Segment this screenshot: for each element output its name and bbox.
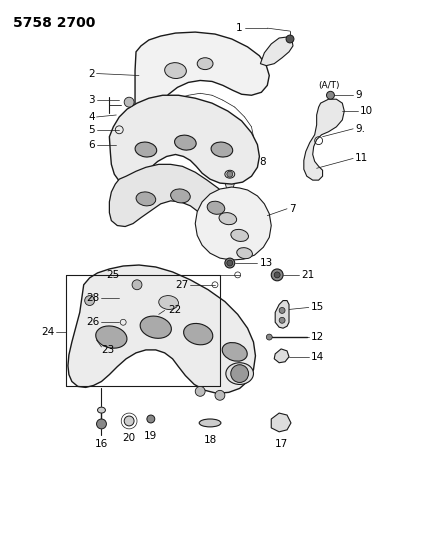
- Text: 8: 8: [259, 157, 266, 167]
- Text: 1: 1: [236, 23, 243, 33]
- Ellipse shape: [225, 170, 235, 178]
- Ellipse shape: [98, 407, 105, 413]
- Ellipse shape: [211, 142, 233, 157]
- Text: 15: 15: [311, 302, 324, 312]
- Text: 9: 9: [355, 90, 362, 100]
- Circle shape: [279, 317, 285, 323]
- Circle shape: [195, 386, 205, 397]
- Polygon shape: [195, 187, 271, 260]
- Circle shape: [274, 272, 280, 278]
- Text: 24: 24: [41, 327, 54, 337]
- Ellipse shape: [159, 296, 178, 310]
- Circle shape: [286, 35, 294, 43]
- Circle shape: [231, 365, 249, 383]
- Polygon shape: [110, 95, 259, 185]
- Text: 5: 5: [88, 125, 95, 135]
- Ellipse shape: [175, 135, 196, 150]
- Text: 19: 19: [144, 431, 158, 441]
- Text: 18: 18: [203, 435, 217, 445]
- Circle shape: [266, 334, 272, 340]
- Ellipse shape: [237, 248, 253, 259]
- Ellipse shape: [96, 326, 127, 348]
- Ellipse shape: [136, 192, 156, 206]
- Circle shape: [225, 258, 235, 268]
- Polygon shape: [271, 413, 291, 432]
- Ellipse shape: [197, 58, 213, 70]
- Circle shape: [271, 269, 283, 281]
- Text: 21: 21: [301, 270, 314, 280]
- Polygon shape: [274, 349, 289, 363]
- Text: 12: 12: [311, 332, 324, 342]
- Text: 6: 6: [88, 140, 95, 150]
- Circle shape: [85, 296, 95, 305]
- Text: 22: 22: [169, 305, 182, 316]
- Text: 17: 17: [274, 439, 288, 449]
- Circle shape: [227, 171, 233, 177]
- Ellipse shape: [199, 419, 221, 427]
- Ellipse shape: [171, 189, 190, 203]
- Polygon shape: [224, 179, 236, 189]
- Text: 7: 7: [289, 204, 296, 214]
- Circle shape: [279, 308, 285, 313]
- Text: 27: 27: [175, 280, 188, 290]
- Ellipse shape: [219, 213, 237, 225]
- Polygon shape: [304, 99, 344, 180]
- Text: 3: 3: [88, 95, 95, 105]
- Text: 2: 2: [88, 69, 95, 78]
- Circle shape: [327, 91, 334, 99]
- Text: 5758 2700: 5758 2700: [13, 17, 95, 30]
- Polygon shape: [260, 37, 293, 66]
- Polygon shape: [275, 301, 289, 328]
- Ellipse shape: [135, 142, 157, 157]
- Polygon shape: [68, 265, 256, 393]
- Text: (A/T): (A/T): [318, 81, 340, 90]
- Ellipse shape: [226, 363, 253, 384]
- Circle shape: [124, 97, 134, 107]
- Text: 20: 20: [122, 433, 136, 443]
- Text: 9.: 9.: [355, 124, 365, 134]
- Polygon shape: [110, 164, 236, 227]
- Circle shape: [227, 260, 233, 266]
- Ellipse shape: [207, 201, 225, 214]
- Circle shape: [132, 280, 142, 290]
- Text: 11: 11: [355, 154, 369, 164]
- Ellipse shape: [231, 229, 249, 241]
- Text: 26: 26: [86, 317, 99, 327]
- Ellipse shape: [140, 316, 171, 338]
- Ellipse shape: [184, 324, 213, 345]
- Text: 10: 10: [360, 106, 373, 116]
- Circle shape: [97, 419, 107, 429]
- Ellipse shape: [222, 343, 247, 361]
- Text: 23: 23: [101, 345, 115, 355]
- Text: 28: 28: [86, 293, 99, 303]
- Circle shape: [124, 416, 134, 426]
- Text: 16: 16: [95, 439, 108, 449]
- Circle shape: [147, 415, 155, 423]
- Text: 13: 13: [259, 258, 273, 268]
- Polygon shape: [135, 32, 269, 144]
- Text: 4: 4: [88, 112, 95, 122]
- Text: 14: 14: [311, 352, 324, 362]
- Circle shape: [215, 390, 225, 400]
- Ellipse shape: [165, 63, 186, 78]
- Text: 25: 25: [106, 270, 119, 280]
